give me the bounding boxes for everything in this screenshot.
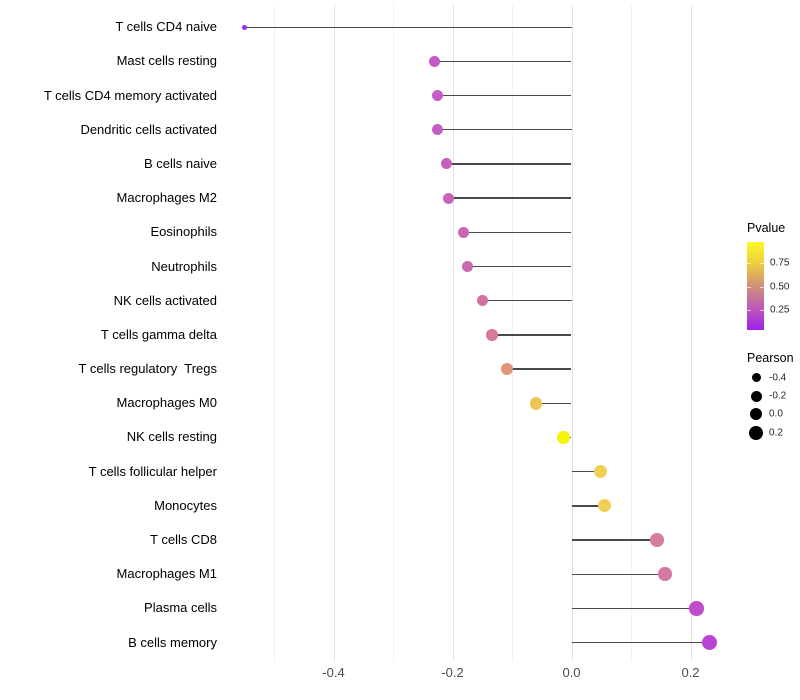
lollipop-stem xyxy=(571,641,710,644)
major-gridline xyxy=(690,5,692,661)
category-label: T cells gamma delta xyxy=(100,326,217,342)
major-gridline xyxy=(333,5,335,661)
x-tick-label: -0.4 xyxy=(322,665,345,680)
pvalue-tickmark xyxy=(760,287,764,288)
lollipop-point xyxy=(557,431,571,444)
lollipop-point xyxy=(702,635,718,651)
lollipop-point xyxy=(431,90,443,102)
lollipop-point xyxy=(689,601,704,616)
lollipop-stem xyxy=(535,402,572,404)
lollipop-stem xyxy=(467,265,572,268)
pearson-size-dot xyxy=(750,390,762,402)
lollipop-stem xyxy=(244,26,572,28)
category-label: Mast cells resting xyxy=(116,53,217,69)
pvalue-tickmark xyxy=(760,310,764,311)
lollipop-point xyxy=(443,192,455,204)
pearson-size-label: 0.2 xyxy=(769,427,783,438)
pearson-size-dot xyxy=(749,407,763,421)
category-label: T cells follicular helper xyxy=(88,463,217,479)
lollipop-stem xyxy=(482,300,572,302)
lollipop-stem xyxy=(571,573,665,575)
lollipop-stem xyxy=(571,539,658,541)
lollipop-stem xyxy=(571,505,605,507)
category-label: Macrophages M1 xyxy=(116,566,217,582)
x-tick-label: 0.2 xyxy=(681,665,700,680)
lollipop-stem xyxy=(571,470,601,473)
x-tick-label: -0.2 xyxy=(441,665,464,680)
lollipop-point xyxy=(486,329,498,341)
minor-gridline xyxy=(393,5,394,661)
pearson-size-label: 0.0 xyxy=(769,408,783,420)
category-label: Macrophages M2 xyxy=(116,190,217,206)
pvalue-tick-label: 0.75 xyxy=(770,257,790,269)
pvalue-tickmark xyxy=(747,263,751,264)
category-label: T cells CD8 xyxy=(150,532,217,548)
lollipop-point xyxy=(458,226,470,238)
pearson-legend-title: Pearson xyxy=(747,351,794,365)
lollipop-point xyxy=(432,124,444,136)
lollipop-stem xyxy=(446,163,572,165)
pvalue-tickmark xyxy=(747,287,751,288)
pearson-size-label: -0.2 xyxy=(769,390,787,402)
lollipop-point xyxy=(650,533,664,547)
category-label: T cells CD4 memory activated xyxy=(43,87,217,103)
category-label: Macrophages M0 xyxy=(116,395,217,411)
pearson-size-dot xyxy=(751,373,761,382)
pvalue-tick-label: 0.50 xyxy=(770,281,790,293)
pvalue-tickmark xyxy=(747,310,751,311)
category-label: T cells CD4 naive xyxy=(115,19,217,35)
minor-gridline xyxy=(512,5,513,661)
lollipop-stem xyxy=(491,334,572,336)
pvalue-tickmark xyxy=(760,263,764,264)
pvalue-tick-label: 0.25 xyxy=(770,304,790,316)
pvalue-gradient-bar xyxy=(747,242,764,330)
category-label: Eosinophils xyxy=(150,224,218,240)
pearson-size-label: -0.4 xyxy=(769,372,787,383)
category-label: B cells naive xyxy=(144,155,217,171)
category-label: T cells regulatory Tregs xyxy=(78,361,217,377)
category-label: Plasma cells xyxy=(144,600,217,616)
lollipop-point xyxy=(593,465,607,479)
lollipop-stem xyxy=(448,197,572,199)
lollipop-stem xyxy=(437,129,572,131)
minor-gridline xyxy=(274,5,275,661)
lollipop-stem xyxy=(463,231,572,234)
major-gridline xyxy=(452,5,454,661)
category-label: NK cells resting xyxy=(126,429,217,445)
pvalue-legend-title: Pvalue xyxy=(747,221,786,235)
lollipop-point xyxy=(241,24,247,30)
lollipop-point xyxy=(462,261,474,273)
lollipop-stem xyxy=(434,60,572,63)
x-tick-label: 0.0 xyxy=(562,665,581,680)
lollipop-point xyxy=(529,397,543,410)
category-label: Neutrophils xyxy=(151,258,217,274)
lollipop-point xyxy=(501,363,514,376)
lollipop-stem xyxy=(437,94,572,97)
lollipop-stem xyxy=(571,607,697,610)
lollipop-point xyxy=(476,294,488,307)
category-label: Dendritic cells activated xyxy=(80,121,217,137)
lollipop-point xyxy=(429,55,441,67)
lollipop-point xyxy=(441,158,453,170)
pearson-size-dot xyxy=(749,425,763,440)
lollipop-point xyxy=(597,499,611,513)
lollipop-stem xyxy=(507,368,572,370)
minor-gridline xyxy=(631,5,632,661)
lollipop-point xyxy=(658,567,672,581)
category-label: Monocytes xyxy=(154,497,217,513)
category-label: B cells memory xyxy=(128,634,217,650)
category-label: NK cells activated xyxy=(113,292,217,308)
major-gridline xyxy=(571,5,573,661)
